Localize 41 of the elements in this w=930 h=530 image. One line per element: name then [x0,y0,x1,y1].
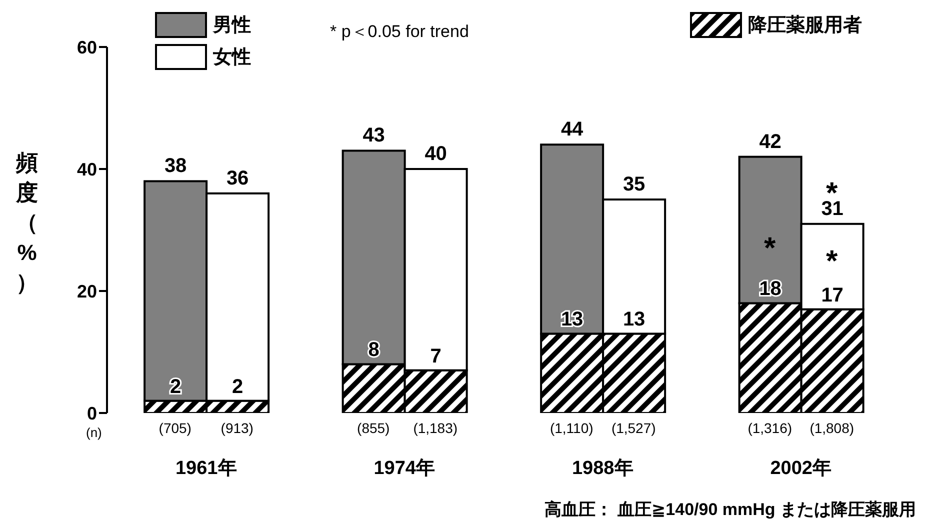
total-label: 38 [164,155,187,178]
y-tick-label: 20 [76,281,97,302]
data-label: 2 [232,376,244,398]
x-tick-label: (705) [158,420,192,436]
total-label: 44 [560,118,584,141]
data-label: 2 [170,376,182,398]
data-label: 13 [560,308,584,331]
total-label: 36 [226,167,249,190]
total-label: 43 [362,124,385,147]
text: 2002年 [769,457,833,481]
data-label: 18 [759,278,782,300]
x-tick-label: (1,808) [810,420,854,436]
x-tick-label: (855) [357,420,390,436]
data-label: 17 [821,284,844,306]
legend-label: 女性 [213,46,251,70]
text: 1974年 [372,457,436,481]
text: 1988年 [570,457,634,481]
x-tick-label: (913) [220,420,254,436]
legend-label: 降圧薬服用者 [748,14,862,38]
annotation: * [825,244,839,278]
x-tick-label: (1,183) [413,420,458,436]
text: (n) [86,425,102,440]
y-tick-label: 60 [76,37,97,58]
total-label: 40 [424,143,447,165]
data-label: 7 [430,345,442,368]
y-tick-label: 40 [76,159,97,180]
data-label: 8 [368,339,380,362]
x-tick-label: (1,110) [550,420,594,436]
text: * p＜0.05 for trend [330,21,469,43]
y-tick-label: 0 [86,403,97,424]
total-label: 42 [759,130,782,153]
text: 高血圧： 血圧≧140/90 mmHg または降圧薬服用 [544,499,916,521]
total-label: 35 [622,174,646,196]
annotation: * [763,232,777,266]
text: 1961年 [174,457,238,481]
total-label: 31 [821,198,844,220]
x-tick-label: (1,316) [748,420,792,436]
x-tick-label: (1,527) [611,420,656,436]
y-axis-title: 頻度（%） [16,149,38,297]
legend-label: 男性 [213,14,251,38]
data-label: 13 [622,308,646,331]
